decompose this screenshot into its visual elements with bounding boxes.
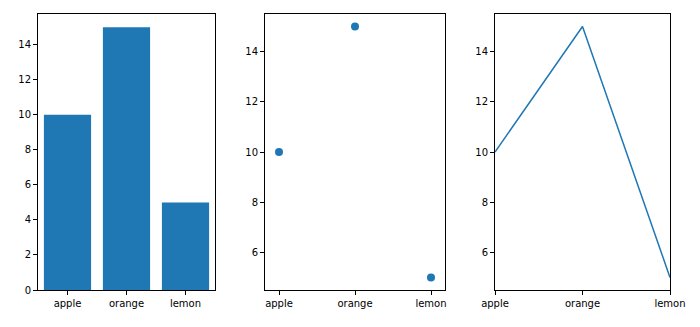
- svg-text:10: 10: [18, 109, 31, 120]
- svg-text:6: 6: [25, 179, 31, 190]
- svg-text:0: 0: [25, 285, 31, 296]
- svg-text:12: 12: [18, 74, 31, 85]
- svg-text:12: 12: [475, 96, 488, 107]
- svg-text:apple: apple: [54, 298, 82, 309]
- svg-text:8: 8: [25, 144, 31, 155]
- svg-text:6: 6: [252, 247, 258, 258]
- svg-text:orange: orange: [109, 298, 144, 309]
- svg-text:4: 4: [25, 214, 31, 225]
- svg-text:8: 8: [482, 197, 488, 208]
- svg-text:lemon: lemon: [170, 298, 201, 309]
- svg-text:orange: orange: [337, 298, 372, 309]
- svg-text:apple: apple: [265, 298, 293, 309]
- svg-text:6: 6: [482, 247, 488, 258]
- svg-text:lemon: lemon: [415, 298, 446, 309]
- svg-text:orange: orange: [565, 298, 600, 309]
- svg-text:8: 8: [252, 197, 258, 208]
- svg-text:apple: apple: [481, 298, 509, 309]
- svg-text:12: 12: [245, 96, 258, 107]
- svg-text:14: 14: [245, 46, 258, 57]
- svg-text:2: 2: [25, 249, 31, 260]
- svg-text:10: 10: [245, 147, 258, 158]
- svg-text:14: 14: [18, 39, 31, 50]
- svg-text:lemon: lemon: [654, 298, 685, 309]
- svg-text:10: 10: [475, 147, 488, 158]
- svg-text:14: 14: [475, 46, 488, 57]
